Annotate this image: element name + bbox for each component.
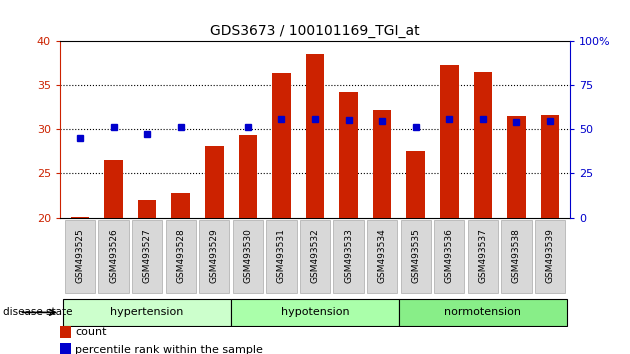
Bar: [474, 72, 492, 218]
Bar: [507, 116, 525, 218]
FancyBboxPatch shape: [132, 220, 163, 293]
Text: GSM493536: GSM493536: [445, 228, 454, 282]
FancyBboxPatch shape: [434, 220, 464, 293]
Text: percentile rank within the sample: percentile rank within the sample: [75, 345, 263, 354]
FancyBboxPatch shape: [401, 220, 431, 293]
Text: hypertension: hypertension: [110, 307, 184, 318]
Bar: [272, 74, 290, 218]
FancyBboxPatch shape: [232, 220, 263, 293]
FancyBboxPatch shape: [65, 220, 95, 293]
Text: hypotension: hypotension: [281, 307, 349, 318]
FancyBboxPatch shape: [300, 220, 330, 293]
Text: GSM493537: GSM493537: [478, 228, 488, 282]
Text: GSM493539: GSM493539: [546, 228, 554, 282]
Bar: [541, 115, 559, 218]
FancyBboxPatch shape: [266, 220, 297, 293]
FancyBboxPatch shape: [535, 220, 565, 293]
Bar: [340, 92, 358, 218]
Text: count: count: [75, 327, 106, 337]
Bar: [71, 217, 89, 218]
Text: GSM493534: GSM493534: [377, 228, 387, 282]
Bar: [440, 65, 459, 218]
Text: GSM493525: GSM493525: [76, 228, 84, 282]
Text: GSM493526: GSM493526: [109, 228, 118, 282]
Text: GSM493538: GSM493538: [512, 228, 521, 282]
Bar: [373, 110, 391, 218]
Text: GSM493529: GSM493529: [210, 228, 219, 282]
FancyBboxPatch shape: [166, 220, 196, 293]
Text: disease state: disease state: [3, 307, 72, 318]
Bar: [239, 135, 257, 218]
Title: GDS3673 / 100101169_TGI_at: GDS3673 / 100101169_TGI_at: [210, 24, 420, 38]
Text: GSM493535: GSM493535: [411, 228, 420, 282]
Text: GSM493532: GSM493532: [311, 228, 319, 282]
FancyBboxPatch shape: [333, 220, 364, 293]
FancyBboxPatch shape: [501, 220, 532, 293]
FancyBboxPatch shape: [467, 220, 498, 293]
Text: GSM493530: GSM493530: [243, 228, 253, 282]
FancyBboxPatch shape: [367, 220, 398, 293]
Bar: [60, 343, 71, 354]
Bar: [171, 193, 190, 218]
Bar: [205, 146, 224, 218]
FancyBboxPatch shape: [399, 299, 567, 326]
Text: GSM493527: GSM493527: [142, 228, 152, 282]
Text: GSM493533: GSM493533: [344, 228, 353, 282]
Bar: [306, 54, 324, 218]
Bar: [60, 326, 71, 338]
FancyBboxPatch shape: [63, 299, 231, 326]
Bar: [406, 152, 425, 218]
FancyBboxPatch shape: [231, 299, 399, 326]
FancyBboxPatch shape: [199, 220, 229, 293]
Text: GSM493531: GSM493531: [277, 228, 286, 282]
Text: GSM493528: GSM493528: [176, 228, 185, 282]
Bar: [138, 200, 156, 218]
Bar: [105, 160, 123, 218]
Text: normotension: normotension: [444, 307, 522, 318]
FancyBboxPatch shape: [98, 220, 129, 293]
